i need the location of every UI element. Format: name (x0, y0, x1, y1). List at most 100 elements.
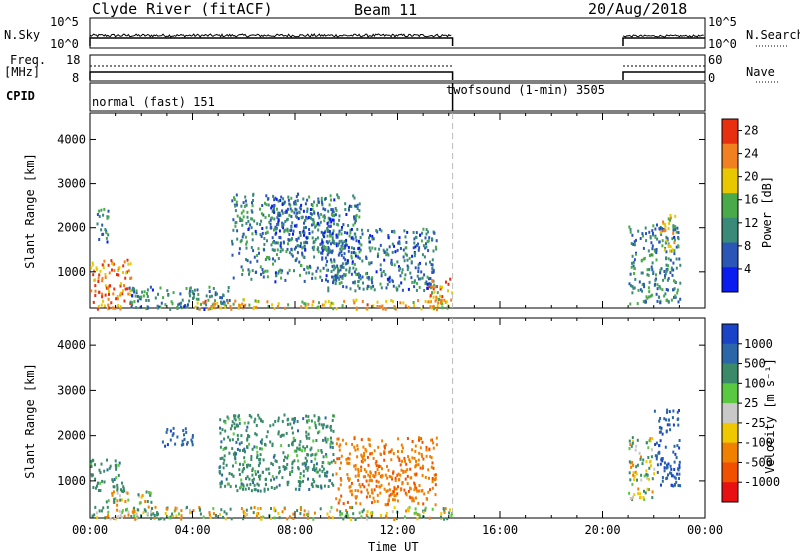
heatmap-cell (133, 514, 136, 518)
heatmap-cell (663, 417, 666, 421)
heatmap-cell (302, 197, 305, 201)
heatmap-cell (303, 448, 306, 452)
heatmap-cell (631, 291, 634, 295)
heatmap-cell (180, 301, 183, 305)
heatmap-cell (281, 209, 284, 213)
heatmap-cell (343, 272, 345, 276)
heatmap-cell (145, 307, 148, 311)
heatmap-cell (319, 242, 322, 246)
heatmap-cell (315, 484, 318, 488)
heatmap-cell (663, 270, 666, 273)
heatmap-cell (115, 467, 118, 471)
heatmap-cell (283, 458, 285, 462)
heatmap-cell (384, 273, 387, 277)
heatmap-cell (350, 246, 353, 250)
heatmap-cell (293, 224, 296, 228)
heatmap-cell (233, 422, 236, 426)
heatmap-cell (430, 263, 433, 266)
heatmap-cell (117, 473, 120, 477)
heatmap-cell (364, 448, 367, 451)
heatmap-cell (288, 515, 291, 519)
heatmap-cell (359, 274, 361, 277)
heatmap-cell (257, 413, 260, 417)
heatmap-cell (666, 408, 669, 412)
heatmap-cell (203, 308, 206, 311)
nsky-panel-frame (89, 17, 706, 49)
heatmap-cell (435, 295, 438, 299)
heatmap-cell (312, 517, 315, 521)
heatmap-cell (632, 242, 635, 246)
colorbar-segment (722, 442, 738, 463)
heatmap-cell (357, 473, 360, 477)
heatmap-cell (659, 286, 662, 290)
heatmap-cell (117, 273, 120, 277)
heatmap-cell (335, 244, 338, 248)
heatmap-cell (230, 472, 233, 476)
heatmap-cell (417, 270, 420, 273)
heatmap-cell (410, 260, 413, 264)
heatmap-cell (234, 224, 237, 228)
heatmap-cell (646, 273, 649, 277)
heatmap-cell (326, 221, 329, 225)
heatmap-cell (112, 516, 115, 520)
heatmap-cell (344, 244, 347, 248)
heatmap-cell (335, 209, 338, 212)
heatmap-cell (670, 483, 673, 487)
heatmap-cell (127, 292, 130, 296)
heatmap-cell (411, 456, 414, 460)
heatmap-cell (655, 258, 658, 262)
heatmap-cell (348, 208, 350, 212)
heatmap-cell (127, 510, 130, 514)
heatmap-cell (386, 252, 389, 256)
heatmap-cell (353, 217, 356, 221)
heatmap-cell (246, 210, 249, 214)
heatmap-cell (272, 262, 274, 266)
freq-tick-high: 18 (66, 53, 81, 67)
heatmap-cell (356, 207, 359, 210)
heatmap-cell (236, 229, 239, 233)
heatmap-cell (208, 285, 211, 289)
heatmap-cell (428, 285, 431, 289)
heatmap-cell (96, 213, 99, 216)
heatmap-cell (295, 238, 298, 241)
heatmap-cell (210, 305, 213, 309)
heatmap-cell (299, 207, 302, 211)
heatmap-cell (353, 437, 356, 441)
heatmap-cell (288, 232, 291, 236)
heatmap-cell (423, 492, 426, 496)
heatmap-cell (220, 300, 222, 304)
heatmap-cell (261, 438, 264, 442)
heatmap-cell (185, 287, 188, 290)
heatmap-cell (303, 226, 305, 230)
time-tick-label: 12:00 (379, 523, 415, 537)
heatmap-cell (254, 432, 257, 436)
heatmap-cell (350, 493, 353, 497)
heatmap-cell (102, 213, 105, 217)
heatmap-cell (387, 482, 390, 486)
freq-trace-1 (89, 71, 454, 80)
heatmap-cell (267, 487, 270, 491)
heatmap-cell (119, 498, 122, 502)
heatmap-cell (400, 443, 403, 447)
heatmap-cell (172, 432, 175, 436)
heatmap-cell (360, 515, 363, 519)
heatmap-cell (352, 237, 355, 241)
heatmap-cell (323, 231, 326, 235)
heatmap-cell (327, 228, 330, 232)
heatmap-cell (672, 268, 675, 272)
heatmap-cell (628, 439, 631, 443)
heatmap-cell (146, 500, 149, 503)
heatmap-cell (431, 291, 434, 295)
heatmap-cell (322, 215, 325, 219)
heatmap-cell (338, 214, 341, 218)
heatmap-cell (415, 472, 418, 476)
heatmap-cell (669, 464, 672, 468)
heatmap-cell (180, 517, 183, 521)
heatmap-cell (649, 235, 652, 239)
heatmap-cell (670, 298, 673, 302)
heatmap-cell (302, 417, 305, 421)
heatmap-cell (663, 294, 666, 298)
heatmap-cell (410, 476, 413, 480)
heatmap-cell (643, 489, 645, 493)
heatmap-cell (286, 422, 289, 426)
